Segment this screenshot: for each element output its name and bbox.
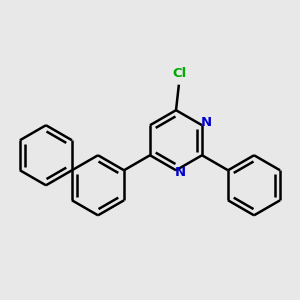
Text: Cl: Cl [172,67,187,80]
Text: N: N [175,166,186,179]
Text: N: N [201,116,212,129]
